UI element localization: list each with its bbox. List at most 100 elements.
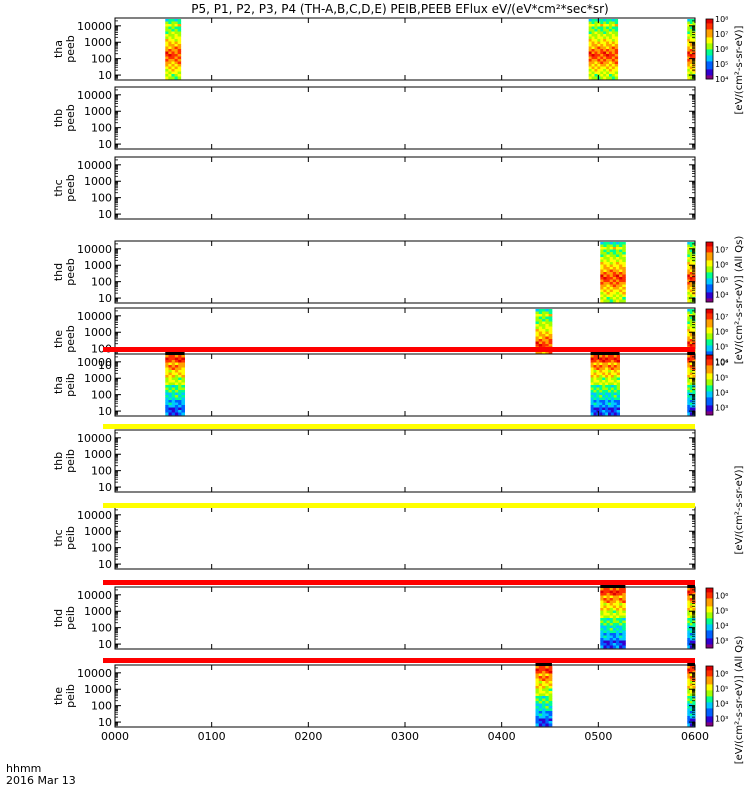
burst-cell xyxy=(594,31,598,35)
burst-cell xyxy=(181,407,185,411)
burst-cell xyxy=(603,615,607,619)
colorbar-step xyxy=(706,692,713,695)
burst-cell xyxy=(622,244,626,248)
burst-cell xyxy=(615,279,620,283)
panel-frame xyxy=(114,506,696,570)
burst-cell xyxy=(603,618,607,621)
burst-cell xyxy=(692,56,696,60)
burst-cell xyxy=(689,613,693,616)
burst-cell xyxy=(605,410,609,413)
burst-cell xyxy=(689,598,693,601)
colorbar-step xyxy=(706,27,713,30)
burst-cell xyxy=(593,395,597,398)
burst-cell xyxy=(600,267,604,270)
burst-cell xyxy=(171,46,175,50)
burst-cell xyxy=(602,370,606,373)
burst-cell xyxy=(174,357,179,361)
burst-cell xyxy=(687,69,691,72)
burst-cell xyxy=(165,56,169,60)
burst-cell xyxy=(615,643,620,646)
burst-cell xyxy=(689,362,693,366)
burst-cell xyxy=(590,400,594,403)
burst-cell xyxy=(174,385,179,388)
colorbar-step xyxy=(706,407,713,410)
colorbar-step xyxy=(706,63,713,66)
colorbar-step xyxy=(706,75,713,78)
burst-cell xyxy=(610,410,615,413)
burst-cell xyxy=(165,59,169,62)
colorbar-step xyxy=(706,608,713,611)
burst-cell xyxy=(606,69,610,72)
burst-cell xyxy=(545,686,550,689)
burst-cell xyxy=(619,618,623,621)
colorbar-step xyxy=(706,294,713,297)
burst-cell xyxy=(177,44,182,47)
burst-cell xyxy=(606,59,610,62)
burst-cell xyxy=(612,244,617,248)
burst-cell xyxy=(181,365,185,368)
burst-cell xyxy=(689,319,693,322)
burst-cell xyxy=(622,603,626,606)
burst-cell xyxy=(599,397,603,401)
burst-cell xyxy=(622,630,626,634)
burst-cell xyxy=(605,357,609,361)
burst-cell xyxy=(689,311,693,315)
burst-cell xyxy=(600,26,604,30)
colorbar-step xyxy=(706,395,713,398)
burst-cell xyxy=(692,31,696,35)
burst-cell xyxy=(610,407,615,411)
panel-probe-label: thd xyxy=(52,263,65,281)
burst-cell xyxy=(616,370,620,373)
burst-cell xyxy=(615,282,620,285)
burst-cell xyxy=(622,289,626,293)
burst-cell xyxy=(612,633,617,636)
burst-cell xyxy=(603,31,607,35)
burst-cell xyxy=(542,668,546,672)
burst-cell xyxy=(687,321,691,325)
burst-cell xyxy=(606,29,610,32)
burst-cell xyxy=(687,688,691,692)
burst-cell xyxy=(542,708,546,712)
burst-cell xyxy=(603,66,607,70)
burst-cell xyxy=(689,44,693,47)
burst-cell xyxy=(165,370,169,373)
burst-cell xyxy=(612,252,617,255)
burst-cell xyxy=(165,407,169,411)
burst-cell xyxy=(165,31,169,35)
y-tick-label: 1000 xyxy=(84,372,112,385)
colorbar-tick-label: 10⁴ xyxy=(715,389,728,398)
burst-cell xyxy=(612,645,617,649)
burst-cell xyxy=(692,329,696,332)
colorbar-step xyxy=(706,399,713,402)
burst-cell xyxy=(538,718,543,722)
burst-cell xyxy=(612,297,617,300)
colorbar-tick-label: 10⁴ xyxy=(715,75,728,84)
burst-cell xyxy=(591,34,595,37)
burst-cell xyxy=(692,269,696,273)
y-tick-label: 10 xyxy=(98,716,112,729)
burst-cell xyxy=(165,29,169,32)
burst-cell xyxy=(622,623,626,626)
y-tick-label: 100 xyxy=(91,622,112,635)
burst-cell xyxy=(606,645,611,649)
y-tick-label: 10 xyxy=(98,69,112,82)
burst-cell xyxy=(608,36,613,40)
burst-cell xyxy=(619,630,623,634)
burst-cell xyxy=(181,390,185,393)
burst-cell xyxy=(615,605,620,609)
burst-cell xyxy=(165,390,169,393)
burst-cell xyxy=(692,370,696,373)
burst-cell xyxy=(692,324,696,327)
status-bar-1 xyxy=(103,424,695,429)
colorbar-step xyxy=(706,280,713,283)
colorbar-step xyxy=(706,393,713,396)
burst-thd-peeb-0 xyxy=(600,242,626,303)
burst-cell xyxy=(608,41,613,45)
colorbar-step xyxy=(706,309,713,312)
colorbar-step xyxy=(706,684,713,687)
burst-cell xyxy=(600,21,604,25)
burst-cell xyxy=(603,41,607,45)
burst-cell xyxy=(689,26,693,30)
